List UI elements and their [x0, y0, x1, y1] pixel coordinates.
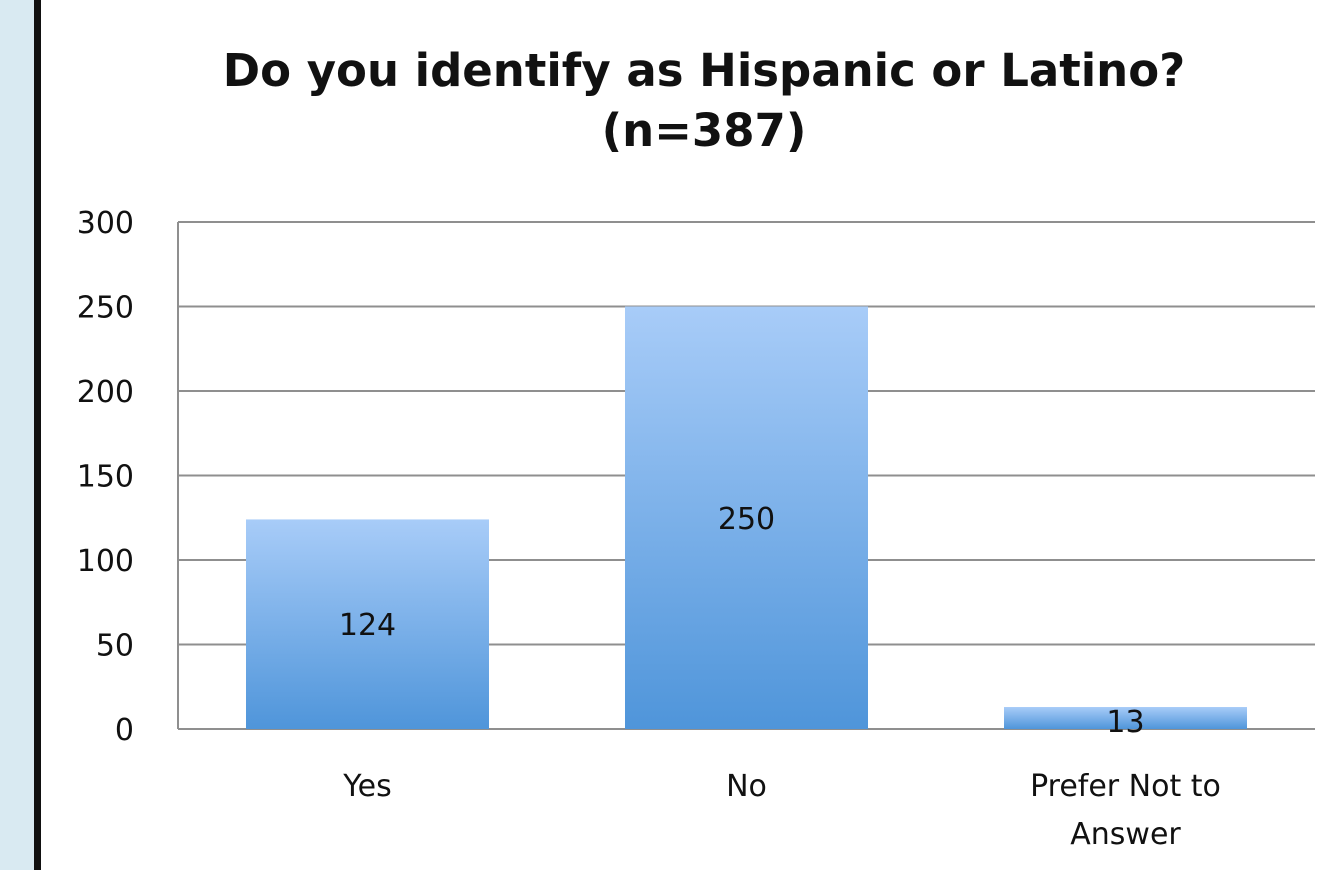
data-labels-group: 124 250 13	[339, 502, 1145, 740]
left-side-panel	[0, 0, 34, 870]
y-tick-label-250: 250	[77, 291, 134, 326]
left-divider-rule	[34, 0, 41, 870]
bar-yes	[246, 519, 489, 729]
x-category-label-line: Yes	[342, 769, 391, 804]
bars-group	[246, 306, 1247, 729]
x-category-label-line: No	[726, 769, 767, 804]
x-category-label-line: Answer	[1070, 817, 1181, 852]
data-label-no: 250	[718, 502, 775, 537]
x-axis-labels-group: Yes No Prefer Not to Answer	[342, 769, 1221, 852]
y-tick-label-50: 50	[96, 629, 134, 664]
chart-subtitle: (n=387)	[602, 104, 807, 157]
x-category-label-yes: Yes	[342, 769, 391, 804]
x-category-label-line: Prefer Not to	[1030, 769, 1221, 804]
y-axis-ticks-group: 0 50 100 150 200 250 300	[77, 206, 134, 748]
bar-prefer-not-to-answer	[1004, 707, 1247, 729]
data-label-yes: 124	[339, 608, 396, 643]
bar-no	[625, 306, 868, 729]
x-category-label-prefer-not-to-answer: Prefer Not to Answer	[1030, 769, 1221, 852]
y-tick-label-100: 100	[77, 544, 134, 579]
y-tick-label-300: 300	[77, 206, 134, 241]
x-category-label-no: No	[726, 769, 767, 804]
data-label-prefer-not-to-answer: 13	[1106, 705, 1144, 740]
y-tick-label-150: 150	[77, 460, 134, 495]
y-tick-label-0: 0	[115, 713, 134, 748]
chart-title: Do you identify as Hispanic or Latino?	[223, 44, 1185, 97]
y-tick-label-200: 200	[77, 375, 134, 410]
